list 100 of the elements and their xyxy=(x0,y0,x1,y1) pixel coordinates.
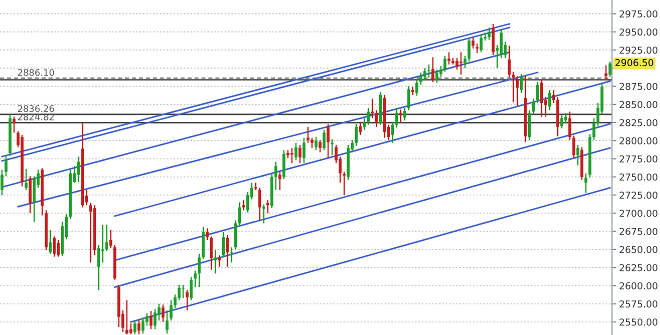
y-tick-label: 2925.00 xyxy=(620,46,658,54)
candlestick xyxy=(258,187,262,222)
candlestick xyxy=(370,98,374,119)
candlestick xyxy=(0,169,4,196)
y-tick-label: 2700.00 xyxy=(620,210,658,217)
candlestick xyxy=(560,114,564,129)
candlestick xyxy=(206,228,209,241)
candlestick xyxy=(318,139,322,153)
y-tick-label: 2875.00 xyxy=(620,82,658,90)
candlestick xyxy=(435,68,438,84)
y-tick-label: 2725.00 xyxy=(620,192,658,199)
candlestick xyxy=(298,144,302,164)
candlestick xyxy=(158,303,160,322)
candlestick xyxy=(310,137,314,149)
candlestick xyxy=(354,123,358,146)
candlestick xyxy=(306,126,310,144)
candlestick xyxy=(246,192,250,214)
candlestick xyxy=(468,37,471,62)
candlestick xyxy=(540,79,543,118)
candlestick xyxy=(608,61,612,78)
candlestick xyxy=(407,86,410,111)
candlestick xyxy=(472,37,475,50)
text: 2906.50 xyxy=(615,59,654,66)
candlestick xyxy=(399,108,402,124)
candlestick xyxy=(12,116,16,134)
candlestick xyxy=(456,57,458,70)
candlestick xyxy=(166,310,169,334)
candlestick xyxy=(24,168,28,191)
y-tick-label: 2600.00 xyxy=(620,282,658,290)
candlestick xyxy=(186,289,189,311)
candlestick xyxy=(234,220,237,250)
y-tick-label: 2825.00 xyxy=(620,119,658,126)
y-tick-label: 2750.00 xyxy=(620,174,658,181)
candlestick xyxy=(403,107,406,121)
candlestick xyxy=(97,244,100,291)
candlestick xyxy=(419,72,422,86)
candlestick xyxy=(464,55,466,69)
candlestick xyxy=(48,229,52,254)
candlestick xyxy=(375,110,378,128)
ref-line-label: 2824.82 xyxy=(18,114,54,120)
y-tick-label: 2850.00 xyxy=(620,100,658,108)
candlestick xyxy=(460,52,462,76)
candlestick xyxy=(362,118,366,130)
candlestick xyxy=(101,224,104,264)
ref-line-label: 2886.10 xyxy=(18,69,54,76)
candlestick xyxy=(133,320,136,335)
candlestick xyxy=(278,171,282,191)
candlestick xyxy=(89,202,92,264)
y-tick-label: 2975.00 xyxy=(620,10,658,18)
candlestick xyxy=(443,55,446,72)
y-tick-label: 2800.00 xyxy=(620,137,658,144)
candlestick xyxy=(330,138,334,156)
y-tick-label: 2625.00 xyxy=(620,264,658,272)
candlestick xyxy=(150,310,152,330)
candlestick xyxy=(536,81,539,104)
candlestick xyxy=(552,89,556,104)
candlestick xyxy=(77,156,80,183)
candlestick xyxy=(170,300,173,322)
candlestick xyxy=(488,26,491,41)
candlestick xyxy=(210,236,213,270)
candlestick xyxy=(439,65,442,78)
y-tick-label: 2575.00 xyxy=(620,300,658,308)
candlestick xyxy=(366,107,370,126)
candlestick xyxy=(391,121,394,144)
candlestick xyxy=(480,33,483,53)
candlestick xyxy=(226,234,229,268)
candlestick xyxy=(326,123,330,159)
y-tick-label: 2675.00 xyxy=(620,228,658,236)
candlestick xyxy=(322,129,326,151)
candlestick xyxy=(218,254,221,268)
y-tick-label: 2775.00 xyxy=(620,155,658,163)
ref-line-label: 2836.26 xyxy=(18,105,54,112)
candlestick xyxy=(592,118,596,141)
candlestick xyxy=(532,98,535,116)
candlestick xyxy=(358,121,362,136)
candlestick xyxy=(214,250,217,274)
candlestick xyxy=(238,202,242,226)
candlestick xyxy=(254,182,258,191)
y-tick-label: 2550.00 xyxy=(620,318,658,326)
candlestick xyxy=(242,200,246,211)
candlestick xyxy=(604,64,608,80)
candlestick xyxy=(423,68,426,80)
candlestick xyxy=(52,236,56,258)
candlestick xyxy=(584,172,588,194)
candlestick xyxy=(431,56,434,83)
candlestick xyxy=(548,89,552,111)
candlestick xyxy=(162,304,165,323)
y-tick-label: 2650.00 xyxy=(620,246,658,254)
candlestick xyxy=(516,76,519,106)
candlestick xyxy=(314,136,318,151)
candlestick xyxy=(476,42,479,54)
candlestick xyxy=(528,110,531,141)
candlestick xyxy=(282,149,286,180)
candlestick xyxy=(137,319,140,335)
candlestick xyxy=(146,312,148,326)
candlestick xyxy=(395,107,398,128)
candlestick xyxy=(125,300,128,335)
candlestick xyxy=(520,73,523,94)
candlestick xyxy=(411,86,414,96)
candlestick xyxy=(222,231,225,258)
